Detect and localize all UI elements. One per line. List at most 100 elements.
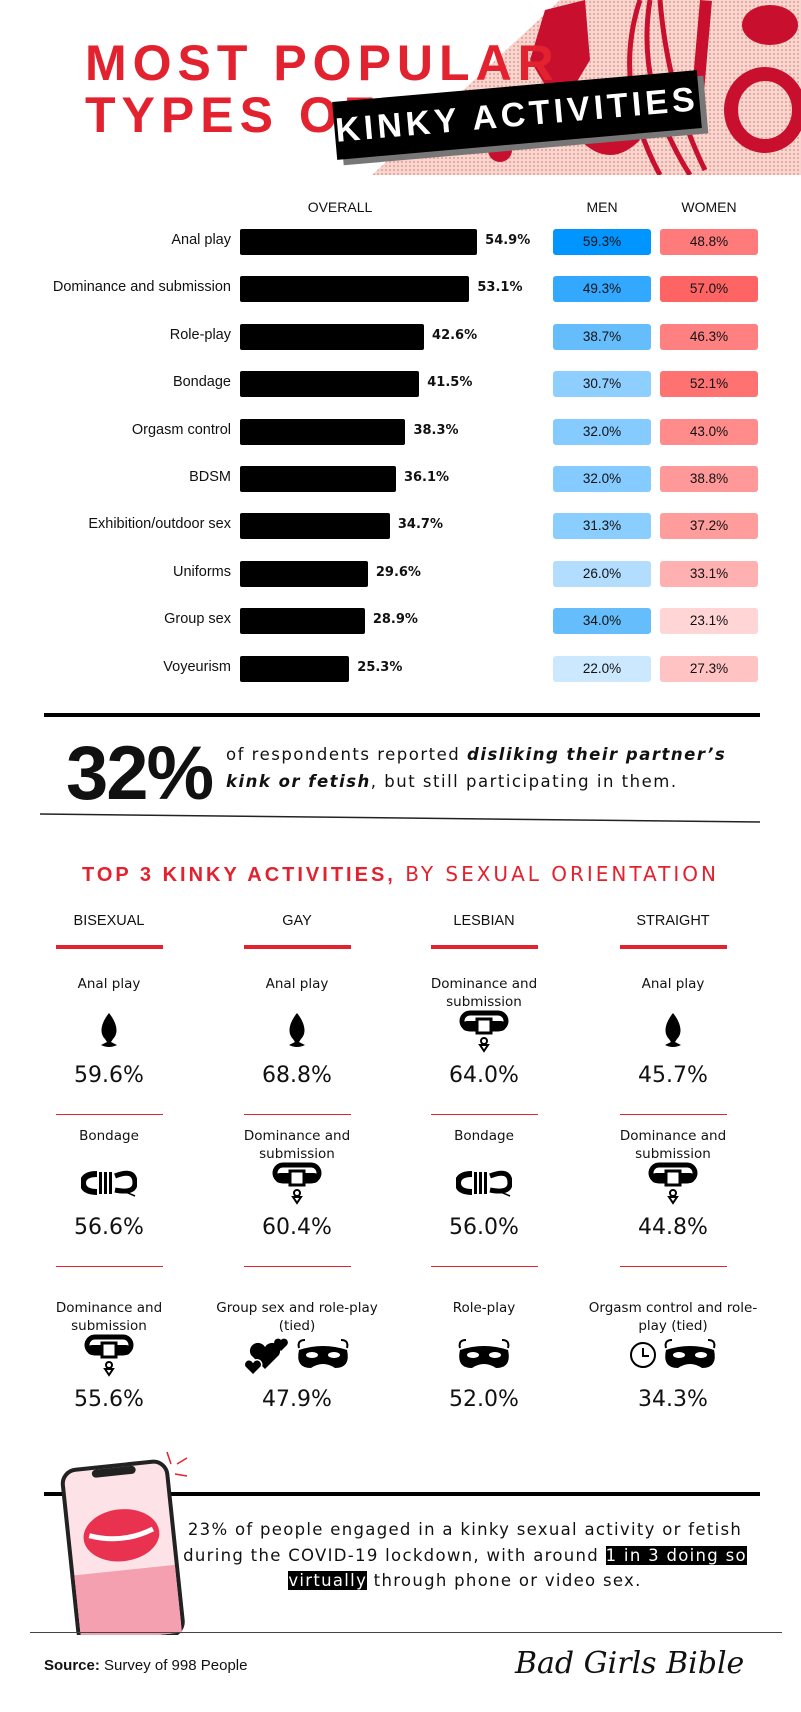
activity-item: Dominance and submission 44.8%: [583, 1127, 763, 1267]
chart-row: Dominance and submission 53.1% 49.3% 57.…: [0, 276, 801, 303]
men-value-box: 31.3%: [553, 513, 651, 540]
men-value-box: 22.0%: [553, 655, 651, 682]
callout-stat: 32%: [66, 731, 214, 816]
chart-row: Voyeurism 25.3% 22.0% 27.3%: [0, 655, 801, 682]
activity-percent: 59.6%: [74, 1063, 144, 1088]
category-label: BDSM: [189, 469, 231, 485]
orientation-column-bisexual: BISEXUAL Anal play 59.6% Bondage 56.6% D…: [19, 913, 199, 1412]
item-separator: [55, 1114, 163, 1115]
orientation-heading: TOP 3 KINKY ACTIVITIES, BY SEXUAL ORIENT…: [81, 862, 720, 886]
overall-value: 34.7%: [397, 517, 443, 533]
men-value-box: 30.7%: [553, 371, 651, 398]
overall-value: 41.5%: [427, 375, 473, 391]
overall-bar: [240, 418, 406, 445]
item-separator: [430, 1266, 538, 1267]
activity-label: Bondage: [454, 1128, 514, 1144]
activity-item: Dominance and submission 60.4%: [207, 1127, 387, 1267]
chart-row: Anal play 54.9% 59.3% 48.8%: [0, 229, 801, 255]
activity-percent: 45.7%: [638, 1063, 708, 1088]
overall-value: 28.9%: [372, 612, 418, 628]
butt-plug-icon: [661, 1011, 685, 1055]
hearts-icon: [243, 1335, 291, 1379]
rope-icon: [454, 1168, 513, 1202]
divider: [30, 1632, 782, 1633]
chart-row: Role-play 42.6% 38.7% 46.3%: [0, 323, 801, 350]
activity-percent: 68.8%: [262, 1063, 332, 1088]
clock-icon: [628, 1340, 658, 1374]
item-separator: [430, 1114, 538, 1115]
activity-item: Role-play 52.0%: [394, 1299, 574, 1412]
category-label: Voyeurism: [163, 658, 231, 675]
activity-label: Anal play: [265, 976, 329, 992]
mask-icon: [456, 1338, 512, 1376]
header-underline: [619, 945, 727, 949]
overall-header: OVERALL: [307, 199, 373, 215]
activity-item: Anal play 45.7%: [583, 975, 763, 1115]
overall-bar: [240, 276, 470, 303]
activity-item: Bondage 56.0%: [394, 1127, 574, 1267]
brand-logo: Bad Girls Bible: [515, 1646, 745, 1681]
activity-label: Dominance and submission: [619, 1128, 727, 1162]
activity-percent: 56.6%: [74, 1215, 144, 1240]
divider: [44, 713, 760, 717]
divider-thin: [40, 813, 761, 823]
women-header: WOMEN: [681, 199, 737, 215]
header-underline: [55, 945, 163, 949]
activity-percent: 56.0%: [449, 1215, 519, 1240]
activity-percent: 64.0%: [449, 1063, 519, 1088]
column-header: GAY: [282, 913, 312, 929]
category-label: Role-play: [169, 326, 231, 343]
activity-label: Dominance and submission: [430, 976, 538, 1010]
activity-item: Anal play 59.6%: [19, 975, 199, 1115]
overall-bar: [240, 513, 390, 540]
women-value-box: 57.0%: [660, 276, 758, 303]
overall-value: 54.9%: [485, 233, 531, 248]
activity-item: Orgasm control and role-play (tied) 34.3…: [583, 1299, 763, 1412]
overall-bar: [240, 560, 368, 587]
orientation-column-gay: GAY Anal play 68.8% Dominance and submis…: [207, 913, 387, 1412]
column-header: STRAIGHT: [636, 913, 710, 929]
activity-label: Role-play: [452, 1300, 516, 1316]
activity-label: Bondage: [79, 1128, 139, 1144]
divider: [44, 1492, 760, 1496]
mask-icon: [662, 1338, 718, 1376]
category-label: Uniforms: [172, 563, 231, 580]
women-value-box: 38.8%: [660, 466, 758, 492]
women-value-box: 46.3%: [660, 323, 758, 350]
overall-value: 38.3%: [413, 422, 459, 438]
phone-lips-image: [60, 1451, 188, 1635]
orientation-column-straight: STRAIGHT Anal play 45.7% Dominance and s…: [583, 913, 763, 1412]
overall-value: 53.1%: [477, 280, 523, 296]
title-line-2: TYPES OF: [85, 87, 381, 143]
men-value-box: 38.7%: [553, 323, 651, 350]
chart-row: Group sex 28.9% 34.0% 23.1%: [0, 608, 801, 635]
women-value-box: 37.2%: [660, 513, 758, 540]
chart-row: Orgasm control 38.3% 32.0% 43.0%: [0, 418, 801, 445]
women-value-box: 27.3%: [660, 655, 758, 682]
activity-label: Group sex and role-play (tied): [216, 1300, 378, 1334]
activity-item: Group sex and role-play (tied) 47.9%: [207, 1299, 387, 1412]
header-underline: [430, 945, 538, 949]
butt-plug-icon: [285, 1011, 309, 1055]
category-label: Anal play: [171, 232, 231, 248]
collar-icon: [83, 1333, 135, 1381]
activity-item: Anal play 68.8%: [207, 975, 387, 1115]
column-header: LESBIAN: [453, 913, 515, 929]
overall-value: 29.6%: [375, 564, 421, 580]
overall-bar: [240, 655, 350, 682]
activity-percent: 44.8%: [638, 1215, 708, 1240]
item-separator: [243, 1114, 351, 1115]
men-value-box: 32.0%: [553, 466, 651, 492]
activity-label: Dominance and submission: [243, 1128, 351, 1162]
chart-row: Exhibition/outdoor sex 34.7% 31.3% 37.2%: [0, 513, 801, 540]
overall-bar: [240, 323, 425, 350]
activity-percent: 34.3%: [638, 1387, 708, 1412]
activity-item: Dominance and submission 64.0%: [394, 975, 574, 1115]
activity-percent: 60.4%: [262, 1215, 332, 1240]
butt-plug-icon: [97, 1011, 121, 1055]
women-value-box: 23.1%: [660, 608, 758, 635]
orientation-column-lesbian: LESBIAN Dominance and submission 64.0% B…: [394, 913, 574, 1412]
source-note: Source: Survey of 998 People: [44, 1657, 248, 1674]
column-header: BISEXUAL: [73, 913, 145, 929]
women-value-box: 52.1%: [660, 371, 758, 398]
